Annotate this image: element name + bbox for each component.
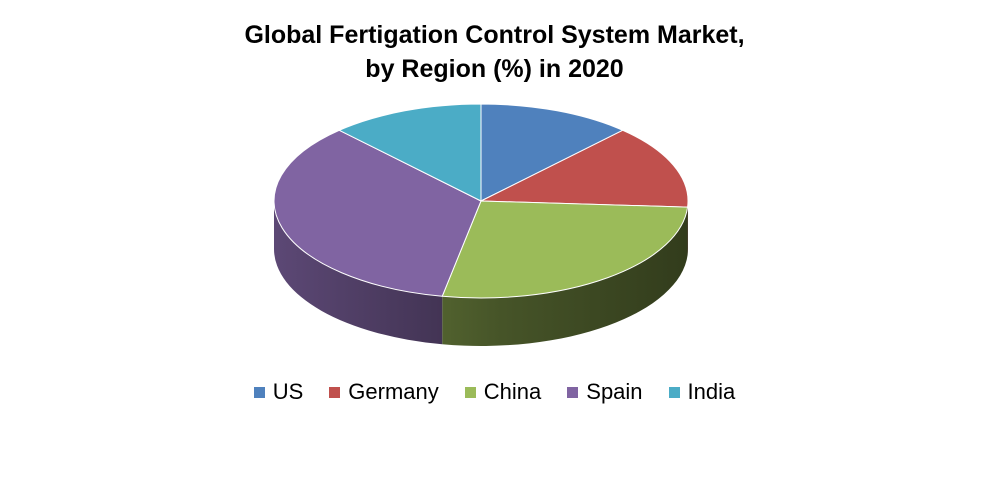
legend-item-spain: Spain — [567, 379, 643, 405]
pie-side-china — [442, 207, 688, 346]
pie-slice-germany — [480, 129, 689, 208]
pie-sides — [274, 201, 688, 346]
pie-slice-spain — [273, 129, 482, 297]
legend-label-us: US — [272, 379, 304, 404]
legend-swatch-spain — [567, 386, 579, 398]
legend-item-germany: Germany — [329, 379, 439, 405]
chart-title: Global Fertigation Control System Market… — [0, 18, 989, 86]
chart-title-line2: by Region (%) in 2020 — [365, 55, 624, 83]
pie-slice-india — [338, 103, 482, 202]
chart-title-line1: Global Fertigation Control System Market… — [244, 21, 745, 49]
legend-swatch-china — [464, 386, 476, 398]
pie-slice-china — [441, 200, 689, 299]
pie-slice-us — [480, 103, 624, 202]
pie-side-spain — [274, 201, 443, 345]
legend-label-india: India — [687, 379, 736, 404]
legend: US Germany China Spain India — [0, 379, 989, 405]
legend-item-china: China — [464, 379, 542, 405]
legend-label-spain: Spain — [586, 379, 643, 404]
legend-label-germany: Germany — [348, 379, 439, 404]
legend-item-us: US — [253, 379, 304, 405]
legend-swatch-germany — [329, 386, 341, 398]
legend-swatch-us — [253, 386, 265, 398]
pie-tops — [273, 103, 689, 299]
legend-item-india: India — [668, 379, 736, 405]
legend-swatch-india — [668, 386, 680, 398]
legend-label-china: China — [483, 379, 542, 404]
